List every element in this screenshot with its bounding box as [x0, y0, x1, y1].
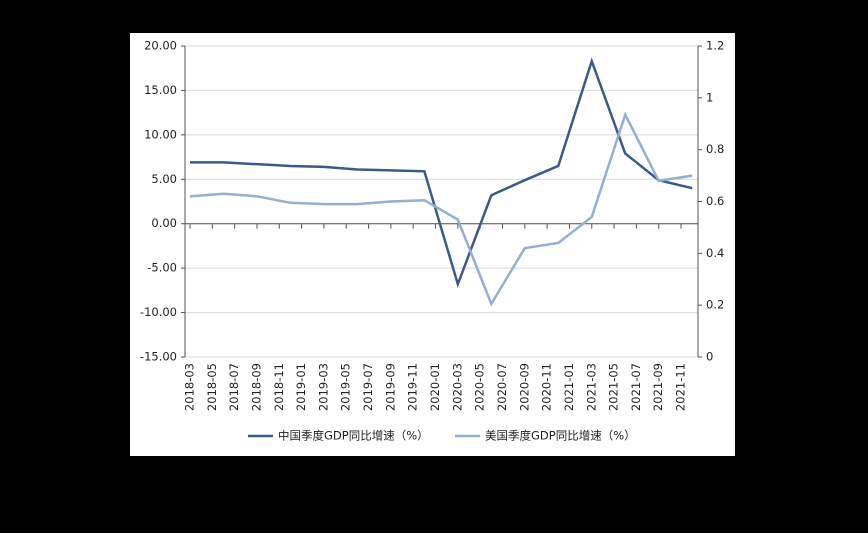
x-tick-label: 2019-07	[361, 363, 375, 411]
x-tick-label: 2019-05	[339, 363, 353, 411]
y-tick-label: 20.00	[144, 39, 177, 53]
x-tick-label: 2019-01	[294, 363, 308, 411]
x-tick-label: 2018-05	[205, 363, 219, 411]
series-line	[189, 111, 693, 307]
x-tick-label: 2020-07	[495, 363, 509, 411]
x-tick-label: 2020-05	[473, 363, 487, 411]
legend-label: 美国季度GDP同比增速（%）	[485, 429, 636, 443]
y-tick-label: 5.00	[151, 172, 177, 186]
x-tick-label: 2018-03	[183, 363, 197, 411]
x-tick-label: 2021-09	[651, 363, 665, 411]
x-tick-label: 2019-11	[406, 363, 420, 411]
chart-area	[130, 33, 735, 456]
y2-tick-label: 0.4	[706, 246, 724, 260]
x-tick-label: 2021-11	[674, 363, 688, 411]
y2-tick-label: 1	[706, 90, 713, 104]
y2-tick-label: 0.2	[706, 298, 724, 312]
y-tick-label: -10.00	[140, 305, 177, 319]
x-tick-label: 2018-11	[272, 363, 286, 411]
x-tick-label: 2019-03	[316, 363, 330, 411]
x-tick-label: 2020-11	[540, 363, 554, 411]
y2-tick-label: 0	[706, 350, 713, 364]
y-tick-label: 0.00	[151, 216, 177, 230]
x-tick-label: 2019-09	[383, 363, 397, 411]
x-tick-label: 2018-09	[249, 363, 263, 411]
y-tick-label: -5.00	[147, 261, 177, 275]
y-tick-label: 10.00	[144, 127, 177, 141]
x-tick-label: 2021-03	[584, 363, 598, 411]
y-tick-label: 15.00	[144, 83, 177, 97]
series-line	[190, 57, 693, 289]
x-tick-label: 2021-01	[562, 363, 576, 411]
x-tick-label: 2020-01	[428, 363, 442, 411]
x-tick-label: 2021-05	[607, 363, 621, 411]
y2-tick-label: 0.8	[706, 142, 724, 156]
x-tick-label: 2021-07	[629, 363, 643, 411]
x-tick-label: 2020-09	[517, 363, 531, 411]
y-tick-label: -15.00	[140, 350, 177, 364]
y2-tick-label: 0.6	[706, 194, 724, 208]
legend-label: 中国季度GDP同比增速（%）	[278, 429, 429, 443]
x-tick-label: 2018-07	[227, 363, 241, 411]
y2-tick-label: 1.2	[706, 39, 724, 53]
x-tick-label: 2020-03	[450, 363, 464, 411]
